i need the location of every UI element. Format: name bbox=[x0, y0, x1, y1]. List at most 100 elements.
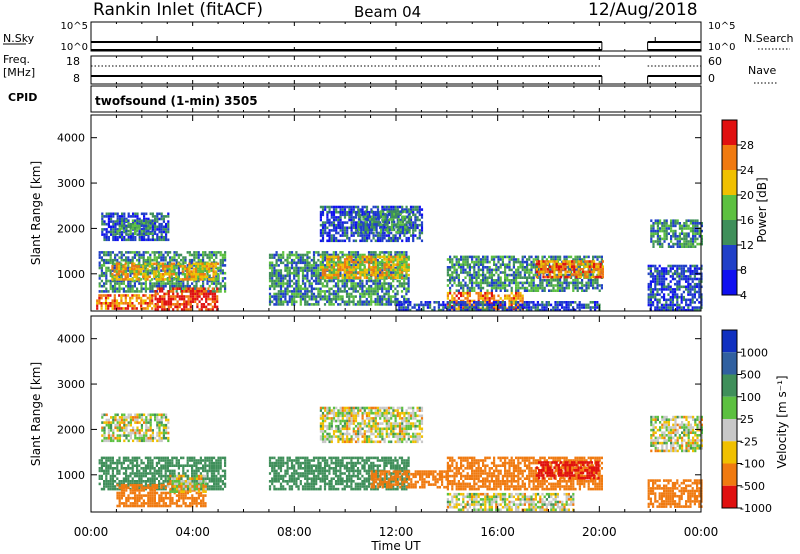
range-cell bbox=[578, 266, 581, 269]
range-cell bbox=[219, 269, 222, 272]
range-cell bbox=[205, 270, 209, 273]
range-cell bbox=[493, 258, 496, 261]
range-cell bbox=[565, 273, 568, 277]
range-cell bbox=[364, 231, 367, 234]
range-cell bbox=[649, 269, 652, 273]
range-cell bbox=[310, 274, 313, 278]
range-cell bbox=[551, 275, 554, 279]
range-cell bbox=[149, 284, 152, 288]
range-cell bbox=[350, 266, 353, 269]
range-cell bbox=[129, 232, 132, 235]
range-cell bbox=[127, 233, 130, 236]
range-cell bbox=[321, 213, 325, 217]
range-cell bbox=[460, 284, 463, 287]
range-cell bbox=[482, 294, 485, 298]
range-cell bbox=[374, 268, 377, 272]
range-cell bbox=[501, 308, 504, 312]
range-cell bbox=[515, 291, 518, 295]
range-cell bbox=[395, 212, 398, 216]
range-cell bbox=[370, 290, 373, 293]
range-cell bbox=[363, 255, 366, 259]
range-cell bbox=[462, 301, 465, 304]
range-cell bbox=[394, 236, 397, 240]
range-cell bbox=[359, 271, 362, 274]
range-cell bbox=[514, 303, 517, 307]
range-cell bbox=[381, 303, 384, 306]
range-cell bbox=[317, 300, 320, 304]
range-cell bbox=[167, 230, 170, 234]
range-cell bbox=[457, 307, 460, 311]
range-cell bbox=[107, 251, 110, 254]
range-cell bbox=[308, 284, 311, 288]
range-cell bbox=[160, 215, 163, 218]
range-cell bbox=[138, 251, 141, 254]
range-cell bbox=[649, 280, 652, 283]
range-cell bbox=[120, 278, 123, 281]
range-cell bbox=[399, 228, 402, 232]
range-cell bbox=[216, 272, 220, 276]
range-cell bbox=[96, 302, 99, 305]
range-cell bbox=[586, 265, 589, 268]
range-cell bbox=[158, 287, 162, 290]
range-cell bbox=[120, 307, 123, 310]
range-cell bbox=[304, 303, 307, 306]
range-cell bbox=[348, 236, 351, 240]
range-cell bbox=[323, 303, 327, 306]
range-cell bbox=[359, 218, 362, 222]
range-cell bbox=[482, 266, 485, 269]
range-cell bbox=[290, 253, 294, 257]
range-cell bbox=[271, 253, 274, 257]
range-cell bbox=[412, 208, 415, 211]
range-cell bbox=[466, 299, 469, 303]
range-cell bbox=[330, 260, 333, 264]
range-cell bbox=[203, 265, 206, 268]
range-cell bbox=[330, 216, 333, 219]
range-cell bbox=[368, 234, 371, 237]
range-cell bbox=[116, 217, 119, 221]
range-cell bbox=[271, 261, 274, 265]
range-cell bbox=[573, 262, 576, 266]
range-cell bbox=[366, 218, 369, 221]
range-cell bbox=[104, 304, 108, 308]
range-cell bbox=[179, 262, 182, 266]
range-cell bbox=[656, 301, 659, 304]
range-cell bbox=[140, 302, 143, 305]
range-cell bbox=[647, 301, 650, 304]
range-cell bbox=[409, 303, 412, 307]
range-cell bbox=[151, 225, 154, 229]
range-cell bbox=[125, 258, 128, 262]
range-cell bbox=[315, 271, 318, 275]
range-cell bbox=[462, 268, 465, 272]
range-cell bbox=[202, 279, 205, 283]
range-cell bbox=[181, 278, 184, 281]
range-cell bbox=[123, 212, 126, 216]
range-cell bbox=[326, 273, 329, 277]
range-cell bbox=[161, 295, 164, 298]
range-cell bbox=[308, 290, 311, 293]
range-cell bbox=[537, 258, 540, 261]
range-cell bbox=[173, 258, 176, 262]
range-cell bbox=[185, 287, 188, 290]
range-cell bbox=[414, 223, 417, 227]
range-cell bbox=[359, 239, 362, 243]
range-cell bbox=[381, 295, 384, 298]
range-cell bbox=[297, 290, 300, 293]
range-cell bbox=[116, 282, 119, 285]
range-cell bbox=[136, 219, 139, 222]
range-cell bbox=[146, 296, 149, 300]
range-cell bbox=[354, 271, 357, 275]
range-cell bbox=[504, 276, 507, 279]
range-cell bbox=[115, 278, 118, 281]
range-cell bbox=[310, 266, 313, 270]
range-cell bbox=[100, 266, 103, 270]
range-cell bbox=[565, 286, 568, 290]
range-cell bbox=[555, 275, 558, 279]
range-cell bbox=[381, 297, 384, 301]
range-cell bbox=[559, 284, 562, 287]
range-cell bbox=[118, 294, 121, 297]
range-cell bbox=[113, 294, 116, 297]
range-cell bbox=[601, 273, 604, 276]
range-cell bbox=[367, 295, 371, 298]
range-cell bbox=[512, 273, 515, 277]
range-cell bbox=[455, 258, 458, 261]
